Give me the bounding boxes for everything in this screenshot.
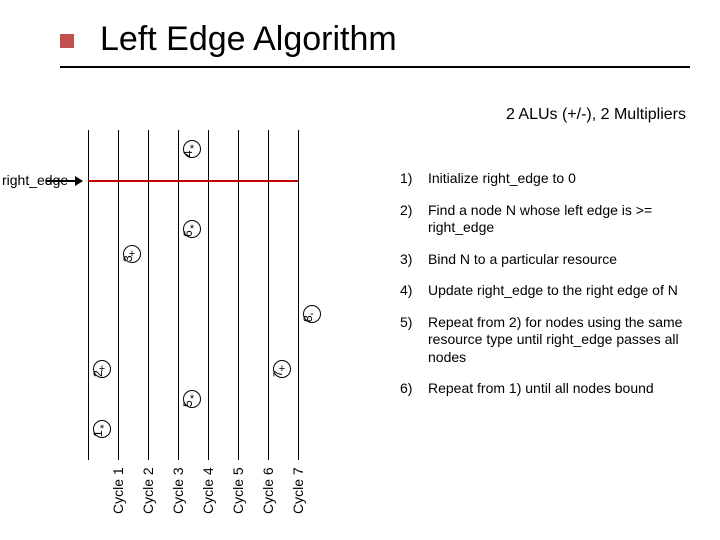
algorithm-step-text: Repeat from 2) for nodes using the same … [428,314,698,367]
cycle-label: Cycle 3 [170,467,186,514]
algorithm-step-number: 2) [400,202,428,220]
algorithm-step: 5)Repeat from 2) for nodes using the sam… [400,314,698,367]
cycle-label: Cycle 4 [200,467,216,514]
algorithm-step: 2)Find a node N whose left edge is >= ri… [400,202,698,237]
algorithm-step: 6)Repeat from 1) until all nodes bound [400,380,698,398]
schedule-node-id: 5 [181,400,195,407]
arrow-right-icon [46,180,82,182]
schedule-node-id: 2 [91,370,105,377]
schedule-node-id: 7 [271,370,285,377]
page-title: Left Edge Algorithm [100,20,680,59]
schedule-node-id: 1 [91,430,105,437]
schedule-node-id: 3 [121,255,135,262]
cycle-label: Cycle 6 [260,467,276,514]
slide: Left Edge Algorithm 2 ALUs (+/-), 2 Mult… [0,0,720,540]
cycle-gridline [298,130,299,460]
schedule-node-id: 8 [301,315,315,322]
schedule-chart: right_edge Cycle 1Cycle 2Cycle 3Cycle 4C… [38,130,368,505]
algorithm-step-number: 1) [400,170,428,188]
algorithm-step-text: Repeat from 1) until all nodes bound [428,380,698,398]
cycle-label: Cycle 7 [290,467,306,514]
resource-label: 2 ALUs (+/-), 2 Multipliers [506,106,686,124]
cycle-label: Cycle 1 [110,467,126,514]
right-edge-line [88,180,298,182]
title-underline [60,66,690,68]
cycle-label: Cycle 2 [140,467,156,514]
algorithm-step-number: 6) [400,380,428,398]
schedule-node-id: 4 [181,150,195,157]
algorithm-step-text: Bind N to a particular resource [428,251,698,269]
algorithm-step: 4)Update right_edge to the right edge of… [400,282,698,300]
algorithm-step-number: 3) [400,251,428,269]
algorithm-step-text: Find a node N whose left edge is >= righ… [428,202,698,237]
algorithm-list: 1)Initialize right_edge to 02)Find a nod… [400,170,698,412]
algorithm-step-number: 4) [400,282,428,300]
title-wrap: Left Edge Algorithm [60,20,680,59]
algorithm-step: 1)Initialize right_edge to 0 [400,170,698,188]
cycle-label: Cycle 5 [230,467,246,514]
schedule-node-id: 6 [181,230,195,237]
algorithm-step-text: Initialize right_edge to 0 [428,170,698,188]
algorithm-step-number: 5) [400,314,428,332]
algorithm-step-text: Update right_edge to the right edge of N [428,282,698,300]
algorithm-step: 3)Bind N to a particular resource [400,251,698,269]
title-bullet-icon [60,34,74,48]
